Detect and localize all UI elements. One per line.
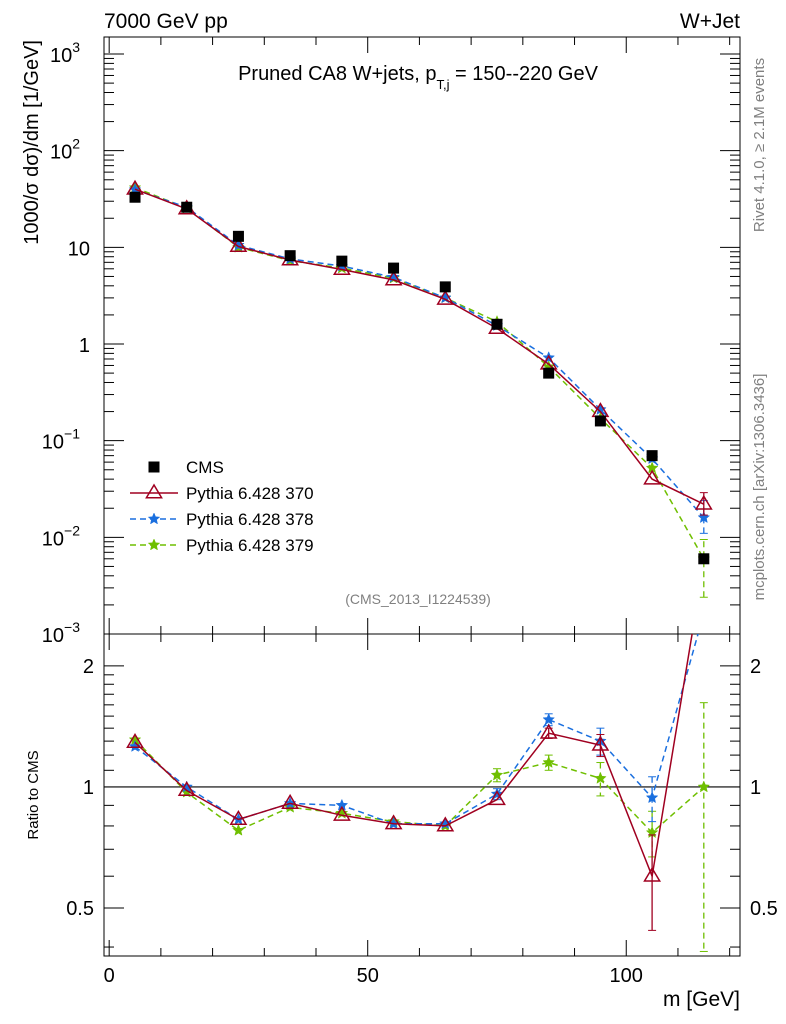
ratio-point-star (542, 755, 556, 768)
cms-data-point (232, 230, 244, 242)
x-axis-label: m [GeV] (663, 988, 740, 1011)
header-right: W+Jet (680, 10, 740, 33)
x-tick-label: 100 (610, 965, 643, 987)
legend: CMS Pythia 6.428 370 Pythia 6.428 378 Pythi… (130, 458, 314, 555)
x-tick-label: 0 (104, 965, 115, 987)
ratio-point-star (697, 780, 711, 793)
ratio-point-triangle (332, 805, 351, 821)
main-y-tick-label: 10−2 (42, 522, 80, 550)
cms-data-point (646, 450, 658, 462)
cms-data-point (181, 201, 193, 213)
x-tick-label: 50 (357, 965, 379, 987)
main-series-line (134, 186, 705, 560)
main-y-tick-label: 10−3 (42, 619, 80, 647)
ratio-point-star (594, 771, 607, 784)
main-series-0 (129, 191, 710, 565)
cms-data-point (594, 415, 606, 427)
ratio-y-tick-label: 2 (83, 656, 94, 678)
main-y-tick-label: 1 (79, 335, 90, 357)
ratio-point-star (542, 712, 556, 726)
analysis-watermark: (CMS_2013_I1224539) (345, 591, 491, 607)
ratio-y-tick-label: 0.5 (66, 898, 94, 920)
ratio-point-triangle (643, 866, 662, 882)
cms-data-point (439, 281, 451, 293)
ratio-point-triangle (384, 814, 403, 830)
ratio-y-tick-label-right: 2 (750, 656, 761, 678)
main-series-3 (128, 180, 711, 598)
ratio-series-0 (126, 634, 693, 931)
ratio-point-star (232, 823, 245, 836)
ratio-point-triangle (126, 733, 144, 749)
cms-data-point (491, 318, 503, 330)
mc-point-star (697, 510, 711, 524)
header-left: 7000 GeV pp (104, 10, 228, 33)
ratio-y-tick-label: 1 (83, 777, 94, 799)
main-y-axis-label: 1000/σ dσ)/dm [1/GeV] (21, 40, 43, 245)
main-y-tick-label: 10 (68, 238, 90, 260)
ratio-y-tick-label-right: 1 (750, 777, 761, 799)
mc-point-triangle (643, 469, 662, 485)
mc-point-triangle (436, 289, 455, 305)
rivet-label: Rivet 4.1.0, ≥ 2.1M events (751, 58, 768, 232)
ratio-point-triangle (488, 790, 506, 806)
ratio-point-triangle (229, 810, 248, 826)
ratio-point-triangle (436, 816, 455, 832)
main-y-tick-label: 10−1 (42, 426, 80, 454)
ratio-series-line (134, 634, 699, 825)
main-series-line (134, 188, 705, 505)
ratio-series-line (134, 634, 693, 879)
ratio-series-2 (128, 702, 711, 952)
main-series-line (134, 188, 705, 519)
legend-label: Pythia 6.428 370 (186, 484, 314, 503)
ratio-y-tick-label-right: 0.5 (750, 898, 778, 920)
legend-label: Pythia 6.428 379 (186, 536, 314, 555)
mcplots-label: mcplots.cern.ch [arXiv:1306.3436] (751, 374, 768, 601)
legend-label: Pythia 6.428 378 (186, 510, 314, 529)
main-y-tick-label: 103 (50, 39, 80, 67)
main-series-2 (128, 183, 711, 534)
mc-point-star (438, 291, 452, 304)
ratio-point-star (128, 739, 142, 752)
mc-point-triangle (332, 260, 351, 276)
cms-data-point (698, 553, 710, 565)
cms-data-point (336, 255, 348, 267)
ratio-y-axis-label: Ratio to CMS (25, 750, 42, 839)
legend-marker-cms (148, 461, 160, 473)
ratio-point-triangle (177, 781, 196, 797)
cms-data-point (388, 262, 400, 274)
ratio-point-triangle (539, 723, 558, 739)
main-y-tick-label: 102 (50, 136, 80, 164)
cms-data-point (284, 250, 296, 262)
mc-point-triangle (229, 237, 248, 253)
legend-marker-star (147, 538, 161, 551)
legend-label: CMS (186, 458, 224, 477)
mc-point-triangle (384, 270, 403, 286)
ratio-point-triangle (281, 793, 300, 809)
mc-point-triangle (694, 494, 713, 510)
legend-marker-triangle (145, 483, 163, 499)
plot-title: Pruned CA8 W+jets, pT,j = 150--220 GeV (238, 63, 599, 92)
ratio-point-triangle (591, 735, 610, 751)
ratio-series-line (134, 739, 705, 834)
ratio-point-star (490, 768, 504, 781)
legend-marker-star (147, 512, 161, 525)
ratio-plot-frame (103, 633, 741, 957)
cms-data-point (543, 367, 555, 379)
ratio-point-star (645, 791, 659, 804)
cms-data-point (129, 191, 141, 203)
